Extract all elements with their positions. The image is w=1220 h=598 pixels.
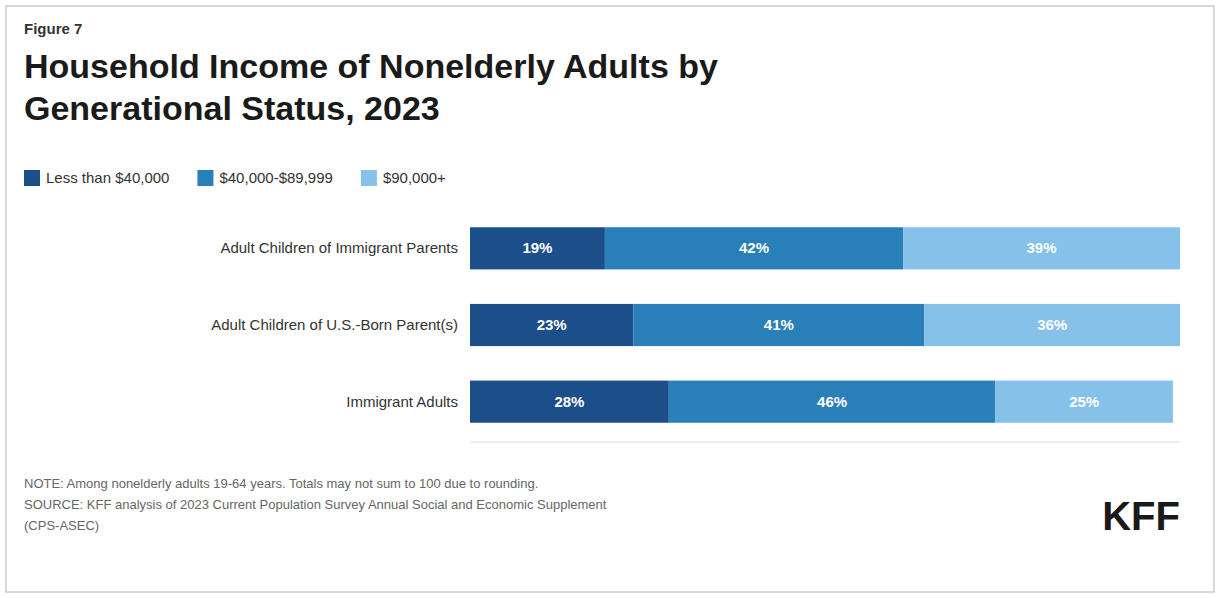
title-line: Household Income of Nonelderly Adults by	[24, 47, 718, 85]
data-label: 19%	[522, 239, 552, 256]
bar-segment	[924, 304, 1180, 346]
bar-segment	[903, 227, 1180, 269]
border	[6, 6, 1214, 592]
bars	[470, 227, 1180, 423]
data-label: 23%	[537, 316, 567, 333]
note-line: (CPS-ASEC)	[24, 518, 99, 533]
bar-segment	[470, 381, 669, 423]
data-label: 41%	[764, 316, 794, 333]
background	[0, 0, 1220, 598]
data-label: 25%	[1069, 393, 1099, 410]
title: Household Income of Nonelderly Adults by…	[24, 47, 718, 127]
legend-label: $40,000-$89,999	[219, 169, 332, 186]
category-label: Adult Children of Immigrant Parents	[220, 239, 458, 256]
title-line: Generational Status, 2023	[24, 89, 440, 127]
note: NOTE: Among nonelderly adults 19-64 year…	[24, 476, 607, 533]
bar-segment	[470, 304, 633, 346]
legend-label: $90,000+	[383, 169, 446, 186]
bar-segment	[470, 227, 605, 269]
data-label: 28%	[554, 393, 584, 410]
x-axis-line	[470, 442, 1180, 443]
legend-swatch	[361, 170, 377, 186]
note-line: NOTE: Among nonelderly adults 19-64 year…	[24, 476, 538, 491]
legend-label: Less than $40,000	[46, 169, 169, 186]
bar-segment	[669, 381, 996, 423]
bar-segment	[995, 381, 1173, 423]
data-labels: 19% 42% 39% 23% 41% 36% 28% 46% 25%	[522, 239, 1099, 409]
logo: KFF	[1102, 494, 1180, 538]
figure-label: Figure 7	[24, 20, 82, 37]
bar-segment	[633, 304, 924, 346]
bar-segment	[605, 227, 903, 269]
legend: Less than $40,000 $40,000-$89,999 $90,000+	[24, 169, 446, 186]
category-label: Adult Children of U.S.-Born Parent(s)	[211, 316, 458, 333]
y-axis: Adult Children of Immigrant Parents Adult…	[211, 239, 458, 409]
note-line: SOURCE: KFF analysis of 2023 Current Pop…	[24, 497, 607, 512]
legend-swatch	[197, 170, 213, 186]
data-label: 46%	[817, 393, 847, 410]
category-label: Immigrant Adults	[346, 393, 458, 410]
data-label: 39%	[1027, 239, 1057, 256]
legend-swatch	[24, 170, 40, 186]
data-label: 36%	[1037, 316, 1067, 333]
chart: Figure 7 Household Income of Nonelderly A…	[0, 0, 1220, 598]
data-label: 42%	[739, 239, 769, 256]
